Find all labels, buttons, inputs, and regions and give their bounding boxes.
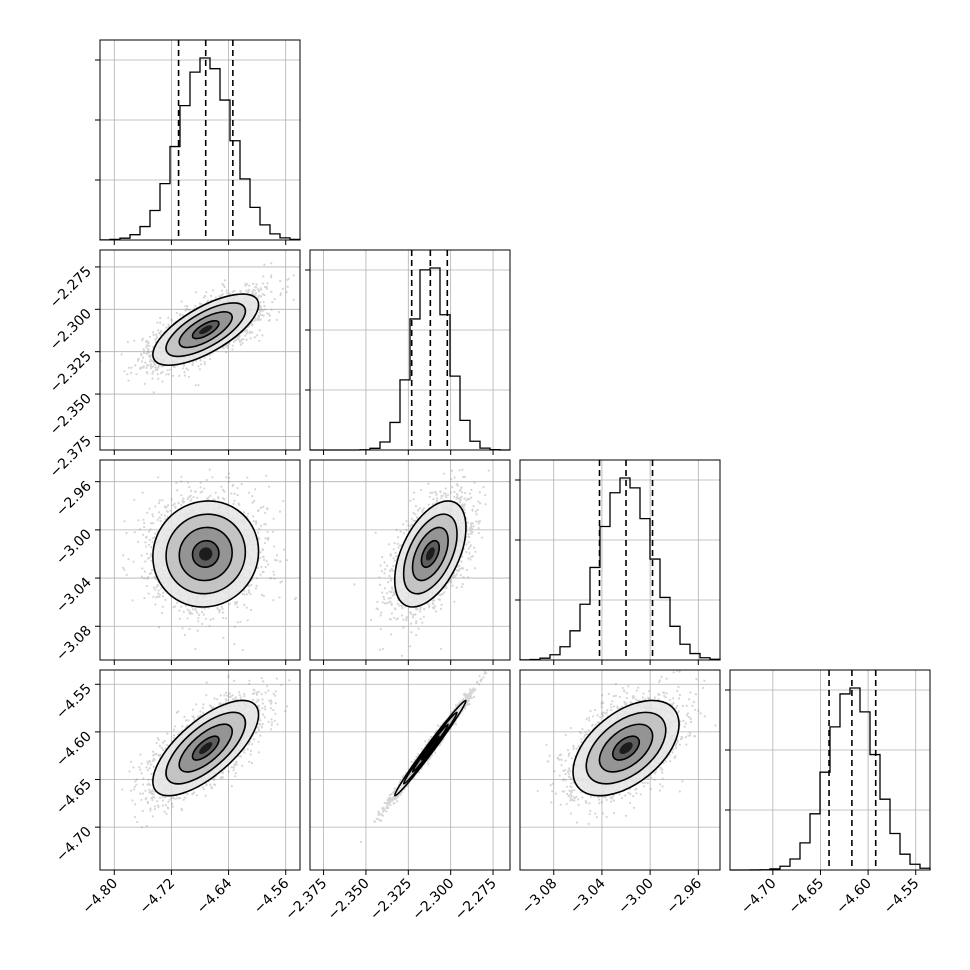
density-fill-4 [199,325,213,335]
histogram-step-2 [519,477,721,661]
x-tick-label: −2.300 [410,876,458,924]
density-fill-4 [199,742,213,755]
contour-line-1 [411,723,449,773]
panel-content [100,670,300,870]
histogram-panel-2 [515,459,721,661]
histogram-panel-3 [725,669,931,871]
contour-line-1 [178,311,233,349]
scatter-panel-3-0 [99,669,301,871]
y-tick-label: −2.350 [47,391,95,439]
contour-line-1 [178,723,233,773]
contour-line-2 [165,302,247,358]
y-tick-label: −2.275 [47,263,95,311]
scatter-panel-3-1 [309,669,511,871]
panel-content [520,670,720,870]
x-tick-label: −4.55 [881,876,923,918]
x-tick-label: −4.64 [194,875,236,917]
x-tick-label: −2.275 [452,876,500,924]
contour-line-1 [178,526,233,582]
panel-frame [519,459,721,661]
y-tick-label: −4.55 [53,681,95,723]
histogram-panel-1 [305,249,511,451]
y-tick-label: −2.375 [47,433,95,481]
x-tick-label: −3.04 [567,875,609,917]
histogram-step-1 [310,267,511,451]
x-tick-label: −2.350 [325,876,373,924]
panel-frame [309,249,511,451]
contour-line-3 [152,699,260,797]
panel-content [100,250,300,450]
histogram-step-3 [729,687,931,871]
density-fill-4 [425,742,435,755]
contour-line-0 [420,539,441,569]
scatter-panel-3-2 [519,669,721,871]
x-tick-label: −4.72 [137,876,179,918]
y-tick-label: −4.70 [53,824,95,866]
scatter-panel-2-0 [99,459,301,661]
y-tick-label: −2.96 [53,478,95,520]
panel-frame [99,669,301,871]
panel-frame [99,249,301,451]
y-tick-label: −2.325 [47,348,95,396]
y-tick-label: −3.00 [53,526,95,568]
panel-frame [309,459,511,661]
contour-line-3 [572,699,680,797]
histogram-step-0 [99,57,301,241]
x-tick-label: −4.65 [786,876,828,918]
scatter-panel-2-1 [309,459,511,661]
x-tick-label: −2.375 [282,876,330,924]
x-tick-label: −4.70 [738,876,780,918]
density-fill-4 [199,547,213,561]
contour-line-3 [152,293,260,367]
contour-line-2 [402,513,458,595]
contour-line-1 [411,526,449,582]
x-tick-label: −4.80 [79,876,121,918]
x-tick-label: −3.00 [615,876,657,918]
panel-frame [309,669,511,871]
panel-frame [99,39,301,241]
panel-content [100,460,300,660]
contour-line-3 [393,699,467,797]
contour-line-0 [191,319,220,340]
y-tick-label: −4.65 [53,776,95,818]
contour-line-0 [191,539,220,569]
contour-line-2 [165,513,247,595]
x-tick-label: −4.60 [833,876,875,918]
y-tick-label: −4.60 [53,728,95,770]
contour-line-0 [420,735,441,761]
contour-line-0 [611,735,641,761]
x-tick-label: −2.325 [367,876,415,924]
contour-line-3 [393,500,467,608]
panel-frame [519,669,721,871]
panel-content [310,670,510,870]
contour-line-3 [152,500,260,608]
contour-line-1 [598,723,654,773]
panel-frame [99,459,301,661]
y-tick-label: −2.300 [47,306,95,354]
contour-line-2 [165,711,247,785]
histogram-panel-0 [95,39,301,241]
x-tick-label: −2.96 [663,875,705,917]
scatter-panel-1-0 [99,249,301,451]
panel-content [310,460,510,660]
contour-line-2 [402,711,458,785]
x-tick-label: −3.08 [519,876,561,918]
y-tick-label: −3.04 [53,575,95,617]
y-tick-label: −3.08 [53,623,95,665]
contour-line-2 [585,711,667,785]
panel-frame [729,669,931,871]
contour-line-0 [191,735,220,761]
